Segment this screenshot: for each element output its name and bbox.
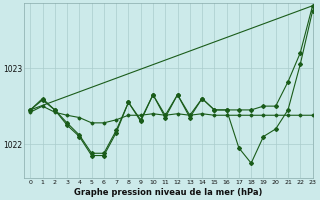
X-axis label: Graphe pression niveau de la mer (hPa): Graphe pression niveau de la mer (hPa) <box>74 188 262 197</box>
